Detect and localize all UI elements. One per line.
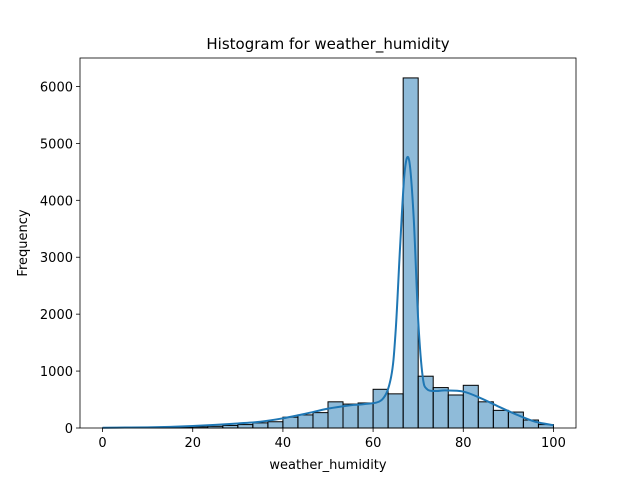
histogram-bars [102, 77, 554, 429]
plot-frame [79, 57, 577, 429]
histogram-bar [477, 401, 494, 429]
histogram-bar [342, 403, 359, 429]
histogram-bar [357, 402, 374, 429]
x-tick-label: 40 [275, 436, 292, 451]
histogram-bar [312, 412, 329, 429]
x-axis-label: weather_humidity [269, 458, 386, 473]
y-tick-label: 3000 [40, 251, 73, 266]
y-tick-label: 6000 [40, 80, 73, 95]
x-tick-label: 80 [455, 436, 472, 451]
y-axis-label: Frequency [16, 209, 31, 276]
histogram-bar [387, 393, 404, 429]
histogram-bar [267, 421, 284, 429]
histogram-bar [432, 387, 449, 429]
y-tick-label: 0 [65, 422, 73, 437]
histogram-bar [297, 414, 314, 429]
x-axis-ticks: 0 20 40 60 80 100 [98, 428, 566, 451]
y-tick-label: 1000 [40, 365, 73, 380]
x-tick-label: 20 [184, 436, 201, 451]
kde-curve [102, 155, 554, 429]
histogram-bar [417, 375, 434, 429]
histogram-bar [252, 422, 269, 429]
histogram-bar [447, 394, 464, 429]
y-tick-label: 4000 [40, 194, 73, 209]
chart-title: Histogram for weather_humidity [206, 35, 449, 54]
histogram-bar [492, 409, 509, 429]
x-tick-label: 60 [365, 436, 382, 451]
y-tick-label: 5000 [40, 137, 73, 152]
x-tick-label: 0 [98, 436, 106, 451]
histogram-bar [237, 424, 254, 429]
x-tick-label: 100 [541, 436, 566, 451]
y-tick-label: 2000 [40, 308, 73, 323]
y-axis-ticks: 0 1000 2000 3000 4000 5000 6000 [40, 80, 80, 437]
